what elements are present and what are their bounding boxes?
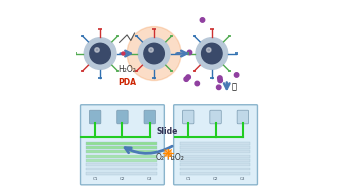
Circle shape: [165, 150, 171, 156]
Text: C3: C3: [147, 177, 152, 181]
Circle shape: [149, 48, 153, 52]
Text: C1: C1: [186, 177, 191, 181]
FancyBboxPatch shape: [135, 70, 139, 72]
Circle shape: [144, 43, 164, 64]
Circle shape: [184, 77, 189, 81]
FancyBboxPatch shape: [74, 52, 77, 55]
Text: C1: C1: [93, 177, 98, 181]
Text: 🧲: 🧲: [232, 83, 236, 91]
Circle shape: [84, 38, 116, 69]
Circle shape: [218, 78, 222, 83]
FancyBboxPatch shape: [179, 146, 250, 149]
Circle shape: [90, 43, 110, 64]
FancyBboxPatch shape: [90, 110, 101, 124]
Text: C2: C2: [120, 177, 125, 181]
FancyBboxPatch shape: [87, 172, 157, 175]
FancyBboxPatch shape: [179, 159, 250, 162]
FancyBboxPatch shape: [87, 163, 157, 166]
Text: O₂: O₂: [156, 153, 165, 162]
Text: H₂O₂: H₂O₂: [167, 153, 185, 162]
FancyBboxPatch shape: [80, 105, 164, 185]
FancyBboxPatch shape: [237, 110, 248, 124]
Text: H₂O₂: H₂O₂: [118, 65, 136, 74]
Text: Slide: Slide: [156, 127, 178, 136]
FancyBboxPatch shape: [87, 142, 157, 145]
FancyBboxPatch shape: [144, 110, 155, 124]
FancyBboxPatch shape: [87, 146, 157, 149]
FancyBboxPatch shape: [193, 35, 196, 37]
FancyBboxPatch shape: [117, 110, 128, 124]
FancyBboxPatch shape: [186, 52, 189, 55]
Circle shape: [207, 48, 211, 52]
FancyBboxPatch shape: [87, 168, 157, 170]
Text: C2: C2: [213, 177, 218, 181]
FancyBboxPatch shape: [227, 70, 231, 72]
FancyBboxPatch shape: [116, 35, 119, 37]
FancyBboxPatch shape: [174, 105, 258, 185]
FancyBboxPatch shape: [170, 70, 173, 72]
Circle shape: [95, 48, 99, 52]
FancyBboxPatch shape: [135, 35, 139, 37]
FancyBboxPatch shape: [210, 77, 214, 79]
FancyBboxPatch shape: [177, 52, 180, 55]
Circle shape: [127, 26, 181, 81]
Circle shape: [187, 50, 192, 55]
FancyBboxPatch shape: [87, 155, 157, 157]
FancyBboxPatch shape: [81, 70, 84, 72]
FancyBboxPatch shape: [116, 70, 119, 72]
Circle shape: [186, 75, 190, 79]
FancyBboxPatch shape: [179, 172, 250, 175]
Circle shape: [195, 81, 199, 86]
Circle shape: [218, 76, 222, 80]
FancyBboxPatch shape: [87, 150, 157, 153]
FancyBboxPatch shape: [170, 35, 173, 37]
FancyBboxPatch shape: [227, 35, 231, 37]
FancyBboxPatch shape: [210, 28, 214, 30]
FancyBboxPatch shape: [235, 52, 238, 55]
Circle shape: [201, 43, 222, 64]
FancyBboxPatch shape: [179, 168, 250, 170]
Circle shape: [196, 38, 228, 69]
FancyBboxPatch shape: [87, 159, 157, 162]
FancyBboxPatch shape: [81, 35, 84, 37]
Text: PDA: PDA: [118, 78, 136, 87]
FancyBboxPatch shape: [179, 142, 250, 145]
FancyBboxPatch shape: [152, 28, 156, 30]
FancyBboxPatch shape: [193, 70, 196, 72]
FancyBboxPatch shape: [179, 163, 250, 166]
FancyBboxPatch shape: [98, 77, 102, 79]
Circle shape: [200, 18, 205, 22]
FancyBboxPatch shape: [179, 150, 250, 153]
FancyBboxPatch shape: [183, 110, 194, 124]
Circle shape: [122, 52, 125, 55]
FancyBboxPatch shape: [179, 155, 250, 157]
Circle shape: [138, 38, 170, 69]
FancyBboxPatch shape: [123, 52, 126, 55]
Circle shape: [234, 73, 239, 77]
FancyBboxPatch shape: [210, 110, 221, 124]
FancyBboxPatch shape: [152, 77, 156, 79]
Text: C3: C3: [240, 177, 246, 181]
FancyBboxPatch shape: [128, 52, 131, 55]
FancyBboxPatch shape: [98, 28, 102, 30]
Circle shape: [216, 85, 221, 90]
